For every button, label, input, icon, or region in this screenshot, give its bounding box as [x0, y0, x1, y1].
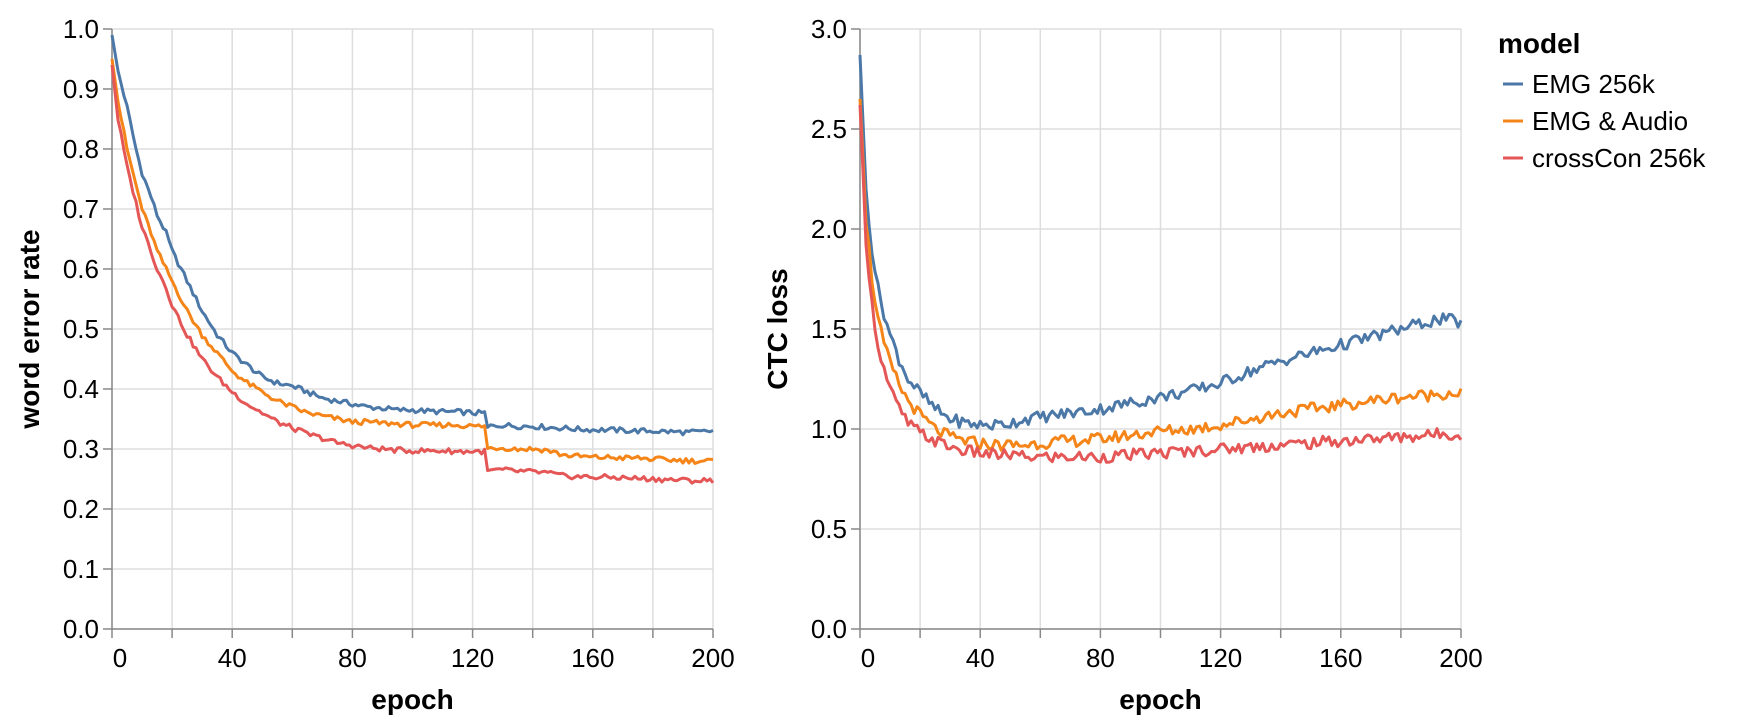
wer-x-tick-label: 200 — [691, 643, 734, 673]
wer-y-tick-label: 0.6 — [63, 254, 99, 284]
wer-y-tick-label: 0.7 — [63, 194, 99, 224]
wer-y-tick-label: 0.2 — [63, 494, 99, 524]
ctc-x-tick-label: 0 — [861, 643, 875, 673]
ctc-y-tick-label: 0.0 — [811, 614, 847, 644]
ctc-series-emg-audio — [858, 98, 1463, 452]
wer-y-tick-label: 0.9 — [63, 74, 99, 104]
legend-item-crosscon-256k: crossCon 256k — [1503, 143, 1706, 173]
ctc-x-tick-label: 80 — [1086, 643, 1115, 673]
legend-item-emg-audio: EMG & Audio — [1503, 106, 1688, 136]
wer-series-emg-audio — [110, 58, 714, 465]
ctc-y-tick-label: 1.0 — [811, 414, 847, 444]
legend-label-emg-256k: EMG 256k — [1532, 69, 1656, 99]
wer-x-tick-label: 120 — [451, 643, 494, 673]
wer-x-tick-label: 40 — [218, 643, 247, 673]
ctc-y-tick-label: 3.0 — [811, 14, 847, 44]
wer-x-tick-label: 0 — [113, 643, 127, 673]
ctc-y-tick-label: 2.5 — [811, 114, 847, 144]
wer-y-axis-title: word error rate — [14, 229, 45, 429]
wer-series-emg-256k — [110, 34, 714, 437]
wer-y-tick-label: 0.4 — [63, 374, 99, 404]
ctc-y-tick-label: 0.5 — [811, 514, 847, 544]
wer-y-tick-label: 0.8 — [63, 134, 99, 164]
legend-label-crosscon-256k: crossCon 256k — [1532, 143, 1706, 173]
ctc-x-tick-label: 160 — [1319, 643, 1362, 673]
legend-title: model — [1498, 28, 1580, 59]
wer-x-axis-title: epoch — [371, 684, 453, 715]
wer-chart: 0 40 80 120 160 200 0.0 0.1 0.2 0.3 0.4 0.5 0.6 0.7 0.… — [14, 14, 735, 715]
wer-series-crosscon-256k — [110, 64, 715, 485]
ctc-loss-chart: 0 40 80 120 160 200 0.0 0.5 1.0 1.5 2.0 2.5 3.0 epoch… — [762, 14, 1483, 715]
legend-label-emg-audio: EMG & Audio — [1532, 106, 1688, 136]
wer-x-tick-label: 80 — [338, 643, 367, 673]
ctc-x-tick-label: 40 — [966, 643, 995, 673]
wer-y-tick-label: 0.0 — [63, 614, 99, 644]
wer-y-tick-label: 1.0 — [63, 14, 99, 44]
ctc-x-axis-title: epoch — [1119, 684, 1201, 715]
ctc-y-tick-label: 1.5 — [811, 314, 847, 344]
ctc-x-tick-label: 120 — [1199, 643, 1242, 673]
ctc-x-tick-label: 200 — [1439, 643, 1482, 673]
ctc-series-emg-256k — [858, 54, 1463, 431]
ctc-y-axis-title: CTC loss — [762, 268, 793, 389]
ctc-series-crosscon-256k — [858, 104, 1463, 464]
wer-y-tick-label: 0.1 — [63, 554, 99, 584]
ctc-y-tick-label: 2.0 — [811, 214, 847, 244]
wer-y-tick-label: 0.5 — [63, 314, 99, 344]
legend: model EMG 256k EMG & Audio crossCon 256k — [1498, 28, 1706, 173]
wer-x-tick-label: 160 — [571, 643, 614, 673]
wer-y-tick-label: 0.3 — [63, 434, 99, 464]
legend-item-emg-256k: EMG 256k — [1503, 69, 1656, 99]
